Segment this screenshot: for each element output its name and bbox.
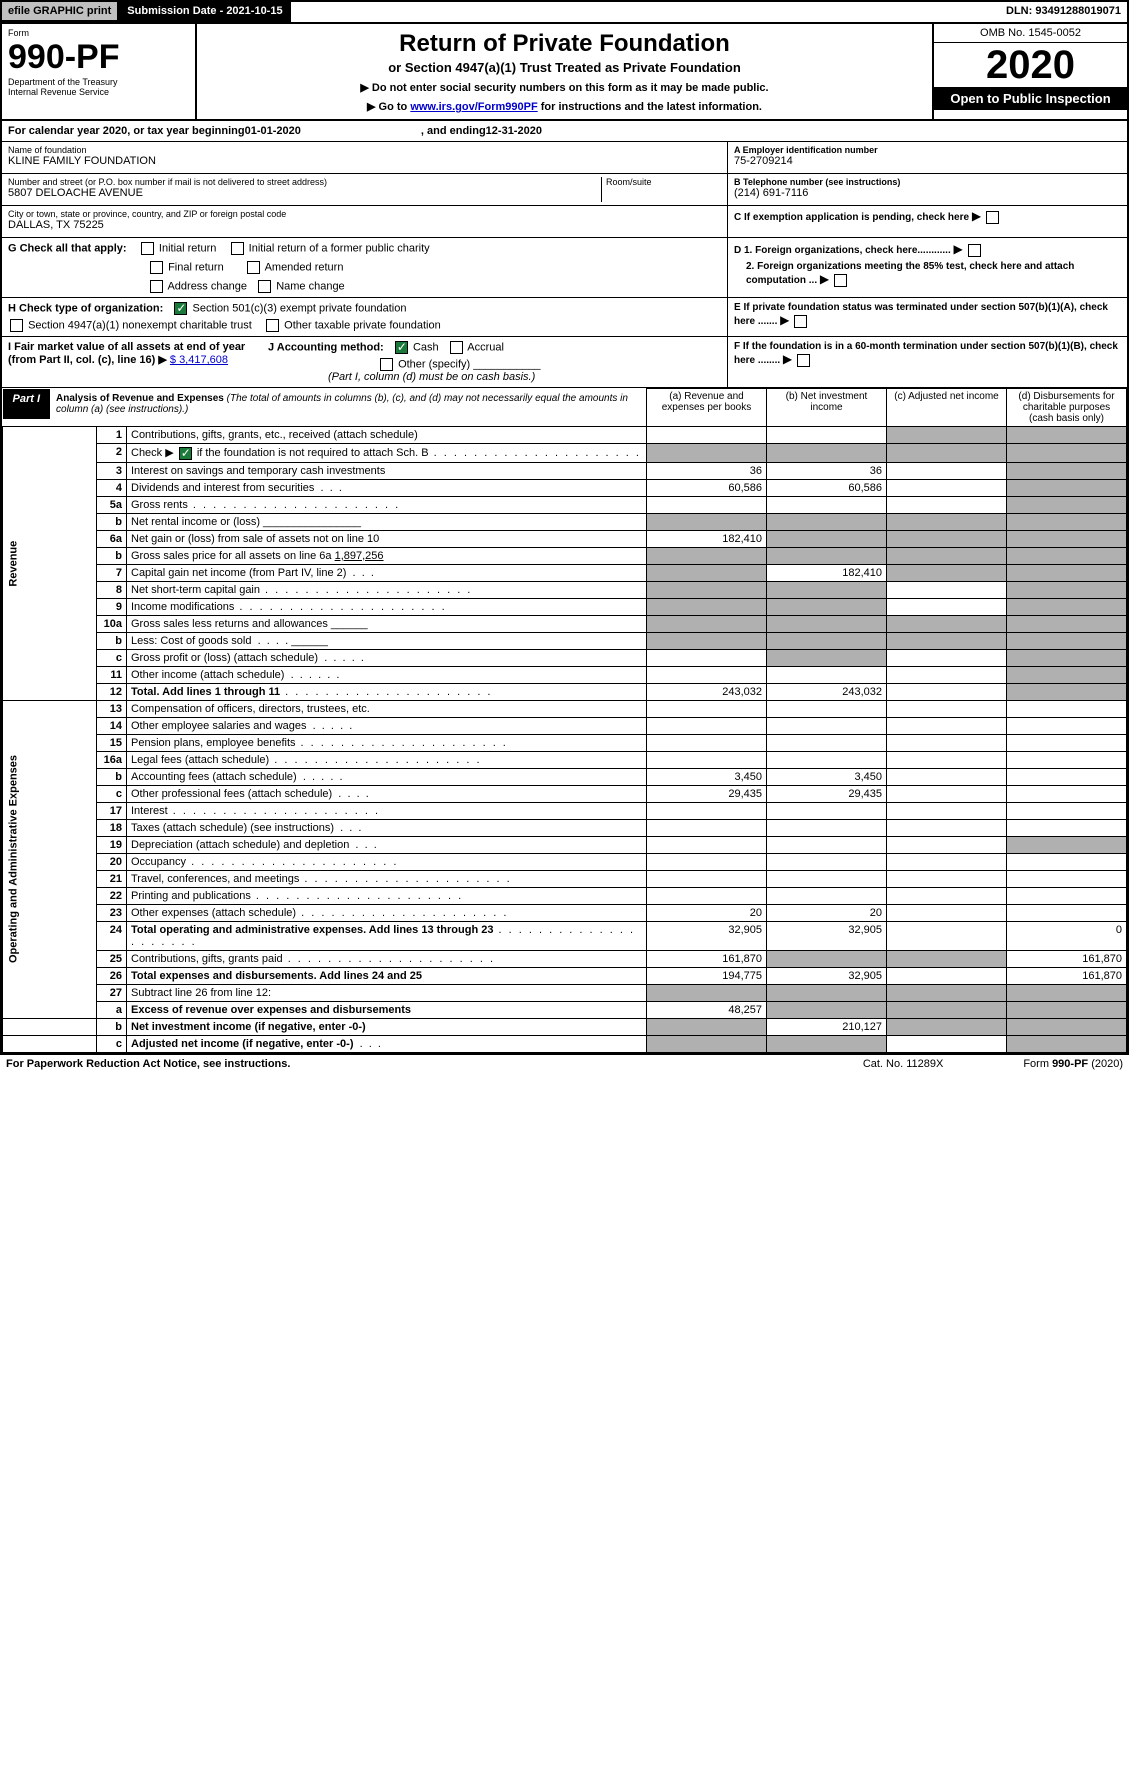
col-c-header: (c) Adjusted net income: [887, 389, 1007, 427]
top-bar: efile GRAPHIC print Submission Date - 20…: [2, 2, 1127, 24]
checkbox-f[interactable]: [797, 354, 810, 367]
identity-block: Name of foundation KLINE FAMILY FOUNDATI…: [2, 142, 1127, 238]
telephone-value: (214) 691-7116: [734, 187, 1121, 199]
section-h-row: H Check type of organization: Section 50…: [2, 298, 1127, 337]
irs-label: Internal Revenue Service: [8, 87, 189, 97]
j-label: J Accounting method:: [268, 341, 384, 353]
g-label: G Check all that apply:: [8, 242, 127, 254]
h-label: H Check type of organization:: [8, 302, 163, 314]
form-ref: Form 990-PF (2020): [1023, 1058, 1123, 1070]
section-g-h-row: G Check all that apply: Initial return I…: [2, 238, 1127, 298]
revenue-label: Revenue: [3, 427, 97, 701]
form-header: Form 990-PF Department of the Treasury I…: [2, 24, 1127, 121]
irs-link[interactable]: www.irs.gov/Form990PF: [410, 101, 537, 113]
instructions-line: ▶ Go to www.irs.gov/Form990PF for instru…: [203, 100, 926, 113]
foundation-name: KLINE FAMILY FOUNDATION: [8, 155, 721, 167]
form-word: Form: [8, 28, 189, 38]
checkbox-schb[interactable]: [179, 447, 192, 460]
city-label: City or town, state or province, country…: [8, 209, 721, 219]
address-label: Number and street (or P.O. box number if…: [8, 177, 601, 187]
checkbox-4947[interactable]: [10, 319, 23, 332]
omb-number: OMB No. 1545-0052: [934, 24, 1127, 43]
fmv-amount[interactable]: $ 3,417,608: [170, 354, 228, 366]
open-public-badge: Open to Public Inspection: [934, 87, 1127, 110]
col-d-header: (d) Disbursements for charitable purpose…: [1007, 389, 1127, 427]
checkbox-d2[interactable]: [834, 274, 847, 287]
checkbox-initial-former[interactable]: [231, 242, 244, 255]
ssn-warning: ▶ Do not enter social security numbers o…: [203, 81, 926, 94]
efile-print-button[interactable]: efile GRAPHIC print: [2, 2, 119, 22]
checkbox-c[interactable]: [986, 211, 999, 224]
street-address: 5807 DELOACHE AVENUE: [8, 187, 601, 199]
section-c: C If exemption application is pending, c…: [728, 206, 1127, 238]
submission-date: Submission Date - 2021-10-15: [119, 2, 290, 22]
dept-label: Department of the Treasury: [8, 77, 189, 87]
tax-year: 2020: [934, 43, 1127, 87]
part1-tab: Part I: [3, 389, 51, 419]
pra-notice: For Paperwork Reduction Act Notice, see …: [6, 1058, 290, 1070]
form-title: Return of Private Foundation: [203, 30, 926, 58]
ein-value: 75-2709214: [734, 155, 1121, 167]
checkbox-address[interactable]: [150, 280, 163, 293]
checkbox-initial[interactable]: [141, 242, 154, 255]
page-footer: For Paperwork Reduction Act Notice, see …: [0, 1055, 1129, 1073]
col-b-header: (b) Net investment income: [767, 389, 887, 427]
checkbox-final[interactable]: [150, 261, 163, 274]
part1-title: Analysis of Revenue and Expenses (The to…: [50, 389, 646, 419]
col-a-header: (a) Revenue and expenses per books: [647, 389, 767, 427]
checkbox-d1[interactable]: [968, 244, 981, 257]
checkbox-other-method[interactable]: [380, 358, 393, 371]
checkbox-e[interactable]: [794, 315, 807, 328]
form-subtitle: or Section 4947(a)(1) Trust Treated as P…: [203, 60, 926, 75]
telephone-label: B Telephone number (see instructions): [734, 177, 1121, 187]
checkbox-cash[interactable]: [395, 341, 408, 354]
checkbox-501c3[interactable]: [174, 302, 187, 315]
checkbox-accrual[interactable]: [450, 341, 463, 354]
section-i-j-row: I Fair market value of all assets at end…: [2, 337, 1127, 388]
catalog-number: Cat. No. 11289X: [863, 1058, 944, 1070]
checkbox-name[interactable]: [258, 280, 271, 293]
checkbox-other-taxable[interactable]: [266, 319, 279, 332]
dln-number: DLN: 93491288019071: [1000, 2, 1127, 22]
form-number: 990-PF: [8, 38, 189, 77]
calendar-year-row: For calendar year 2020, or tax year begi…: [2, 121, 1127, 142]
expenses-label: Operating and Administrative Expenses: [3, 700, 97, 1018]
foundation-name-label: Name of foundation: [8, 145, 721, 155]
room-label: Room/suite: [606, 177, 721, 187]
city-state-zip: DALLAS, TX 75225: [8, 219, 721, 231]
j-note: (Part I, column (d) must be on cash basi…: [328, 371, 721, 383]
checkbox-amended[interactable]: [247, 261, 260, 274]
part1-table: Part I Analysis of Revenue and Expenses …: [2, 388, 1127, 1053]
form-container: efile GRAPHIC print Submission Date - 20…: [0, 0, 1129, 1055]
ein-label: A Employer identification number: [734, 145, 1121, 155]
